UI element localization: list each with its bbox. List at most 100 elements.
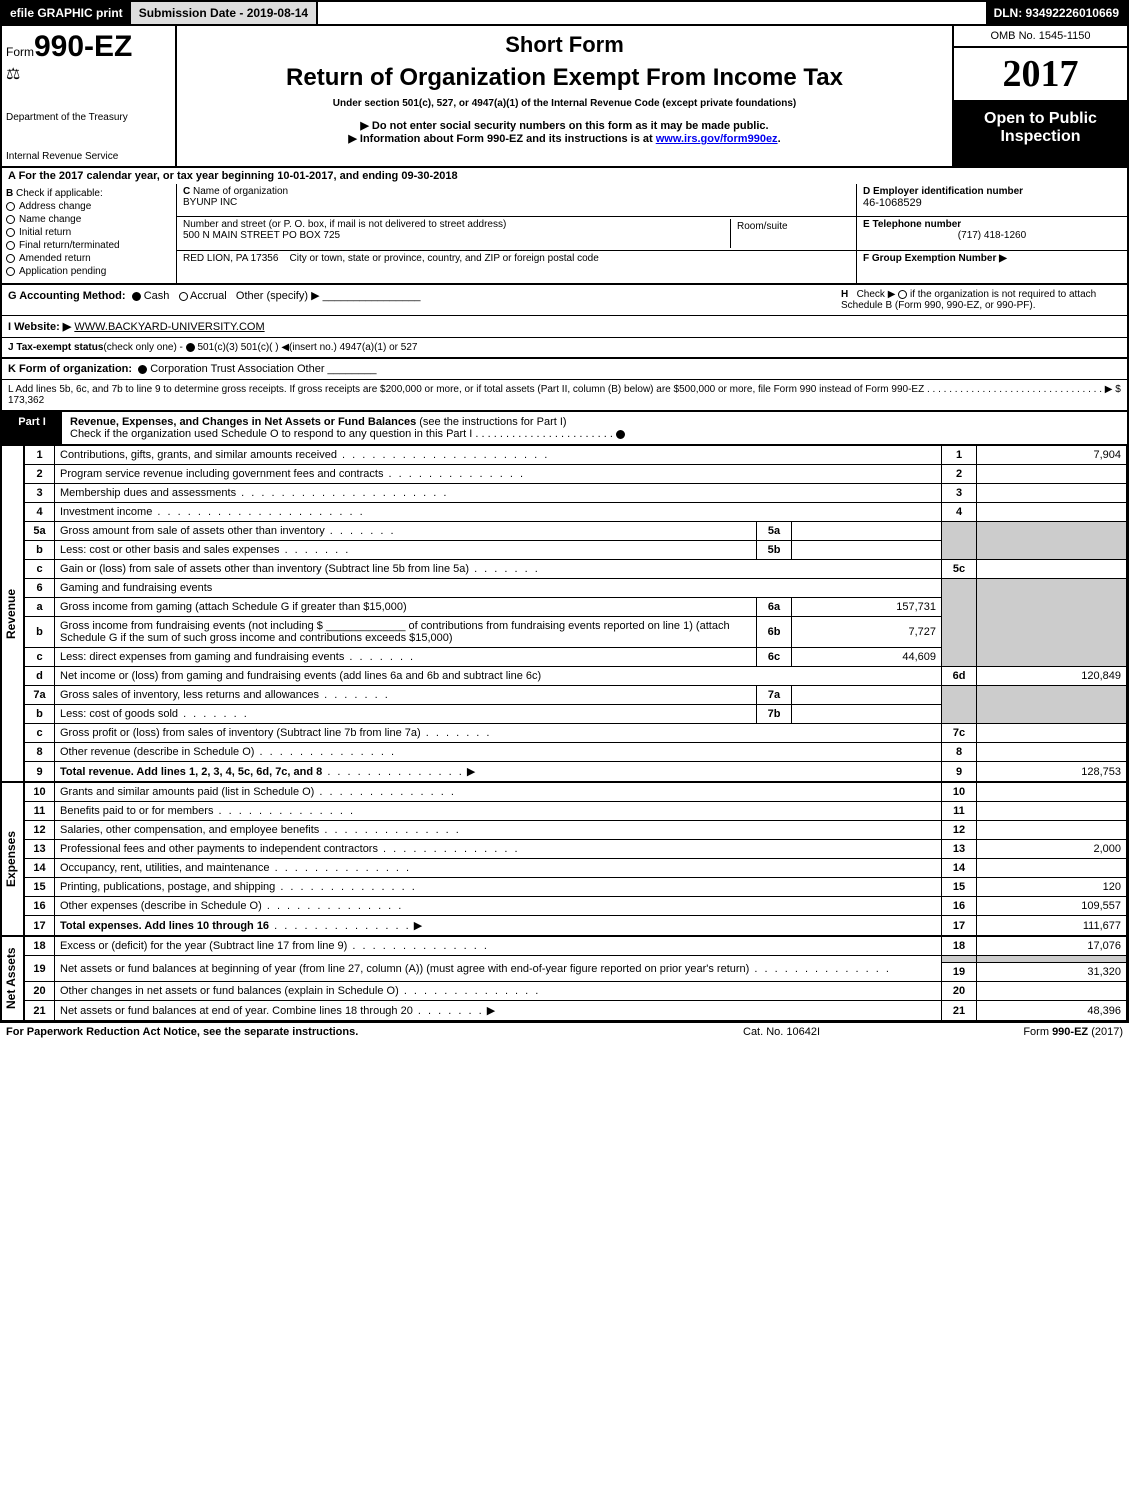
return-title: Return of Organization Exempt From Incom… [183, 64, 946, 92]
application-pending-checkbox[interactable] [6, 267, 15, 276]
line-5c-desc: Gain or (loss) from sale of assets other… [60, 563, 469, 575]
phone-label: E Telephone number [863, 219, 961, 230]
open-to-public: Open to Public Inspection [954, 102, 1127, 166]
line-16-ref: 16 [942, 897, 977, 916]
line-14-desc: Occupancy, rent, utilities, and maintena… [60, 862, 270, 874]
line-1-val: 7,904 [977, 446, 1127, 465]
accrual-radio[interactable] [179, 292, 188, 301]
line-5b-num: b [25, 541, 55, 560]
line-19-num: 19 [25, 956, 55, 982]
line-6b-desc: Gross income from fundraising events (no… [60, 620, 730, 644]
line-10-val [977, 783, 1127, 802]
line-7c-num: c [25, 724, 55, 743]
line-4-ref: 4 [942, 503, 977, 522]
info-prefix: ▶ Information about Form 990-EZ and its … [348, 133, 655, 145]
line-18-val: 17,076 [977, 937, 1127, 956]
efile-print-button[interactable]: efile GRAPHIC print [2, 2, 131, 24]
line-1-num: 1 [25, 446, 55, 465]
address-change-label: Address change [19, 201, 91, 212]
section-c-label: C [183, 186, 190, 197]
line-9-desc: Total revenue. Add lines 1, 2, 3, 4, 5c,… [60, 766, 322, 778]
shaded-7-val [977, 686, 1127, 724]
tax-exempt-label: J Tax-exempt status [8, 342, 103, 353]
line-12-desc: Salaries, other compensation, and employ… [60, 824, 319, 836]
line-3-desc: Membership dues and assessments [60, 487, 236, 499]
501c3-radio[interactable] [186, 343, 195, 352]
line-20-ref: 20 [942, 982, 977, 1001]
street-label: Number and street (or P. O. box, if mail… [183, 219, 506, 230]
schedule-o-checkbox[interactable] [616, 430, 625, 439]
line-20-num: 20 [25, 982, 55, 1001]
line-12-ref: 12 [942, 821, 977, 840]
cash-label: Cash [144, 290, 170, 302]
cash-radio[interactable] [132, 292, 141, 301]
shaded-6 [942, 579, 977, 667]
group-exemption-label: F Group Exemption Number ▶ [863, 253, 1007, 264]
part1-subtitle: (see the instructions for Part I) [416, 416, 566, 428]
line-7b-sub: 7b [757, 705, 792, 724]
line-14-val [977, 859, 1127, 878]
form-number: 990-EZ [34, 30, 132, 63]
initial-return-checkbox[interactable] [6, 228, 15, 237]
dln-label: DLN: 93492226010669 [986, 2, 1127, 24]
short-form-title: Short Form [183, 32, 946, 58]
line-6d-num: d [25, 667, 55, 686]
line-15-num: 15 [25, 878, 55, 897]
line-2-val [977, 465, 1127, 484]
part1-check-line: Check if the organization used Schedule … [70, 428, 475, 440]
treasury-icon: ⚖ [6, 64, 171, 84]
line-17-num: 17 [25, 916, 55, 936]
line-5a-num: 5a [25, 522, 55, 541]
line-6b-num: b [25, 617, 55, 648]
revenue-side-label: Revenue [2, 445, 24, 782]
amended-return-checkbox[interactable] [6, 254, 15, 263]
other-specify-label: Other (specify) ▶ [236, 290, 320, 302]
form-prefix: Form [6, 45, 34, 59]
name-change-checkbox[interactable] [6, 215, 15, 224]
info-link[interactable]: www.irs.gov/form990ez [656, 133, 778, 145]
line-16-num: 16 [25, 897, 55, 916]
omb-number: OMB No. 1545-1150 [954, 26, 1127, 48]
tax-year: 2017 [954, 48, 1127, 102]
schedule-b-checkbox[interactable] [898, 290, 907, 299]
phone-value: (717) 418-1260 [863, 230, 1121, 241]
line-5b-sub: 5b [757, 541, 792, 560]
line-3-val [977, 484, 1127, 503]
topbar-spacer [318, 2, 985, 24]
line-5a-subval [792, 522, 942, 541]
line-7b-num: b [25, 705, 55, 724]
line-15-ref: 15 [942, 878, 977, 897]
footer-form-num: 990-EZ [1052, 1026, 1088, 1038]
line-8-ref: 8 [942, 743, 977, 762]
dept-treasury: Department of the Treasury [6, 112, 171, 123]
street-address: 500 N MAIN STREET PO BOX 725 [183, 230, 340, 241]
line-2-ref: 2 [942, 465, 977, 484]
expenses-side-label: Expenses [2, 782, 24, 936]
shaded-6-val [977, 579, 1127, 667]
line-9-num: 9 [25, 762, 55, 782]
line-21-ref: 21 [942, 1001, 977, 1021]
initial-return-label: Initial return [19, 227, 71, 238]
line-19-ref: 19 [942, 963, 977, 982]
line-18-desc: Excess or (deficit) for the year (Subtra… [60, 940, 347, 952]
line-2-num: 2 [25, 465, 55, 484]
line-12-num: 12 [25, 821, 55, 840]
website-label: I Website: ▶ [8, 321, 71, 333]
shaded-5 [942, 522, 977, 560]
line-11-desc: Benefits paid to or for members [60, 805, 213, 817]
line-6c-subval: 44,609 [792, 648, 942, 667]
line-14-ref: 14 [942, 859, 977, 878]
section-b-label: B [6, 188, 13, 199]
address-change-checkbox[interactable] [6, 202, 15, 211]
line-17-desc: Total expenses. Add lines 10 through 16 [60, 920, 269, 932]
final-return-label: Final return/terminated [19, 240, 120, 251]
footer-form-year: (2017) [1088, 1026, 1123, 1038]
final-return-checkbox[interactable] [6, 241, 15, 250]
corporation-radio[interactable] [138, 365, 147, 374]
ein-label: D Employer identification number [863, 186, 1023, 197]
city-state-zip: RED LION, PA 17356 [183, 253, 278, 264]
line-5a-desc: Gross amount from sale of assets other t… [60, 525, 325, 537]
line-a-label: A For the 2017 calendar year, or tax yea… [8, 170, 277, 182]
line-8-desc: Other revenue (describe in Schedule O) [60, 746, 254, 758]
line-6d-val: 120,849 [977, 667, 1127, 686]
